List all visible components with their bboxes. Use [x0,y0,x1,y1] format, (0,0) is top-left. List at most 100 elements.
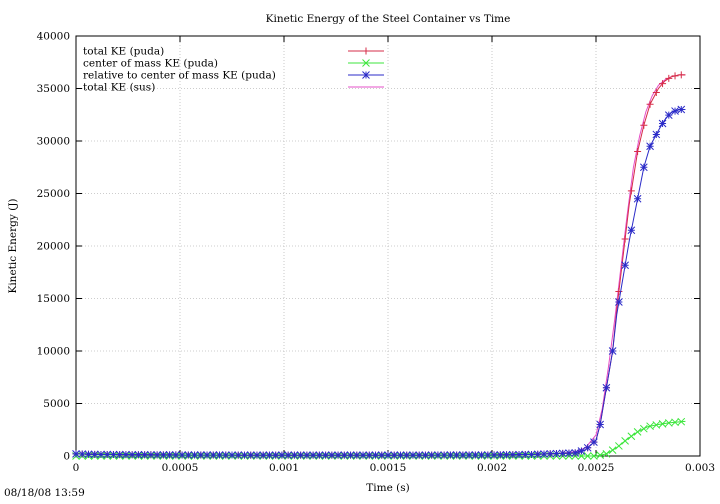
series-point [327,451,336,460]
series-point [147,450,155,459]
y-tick-label: 25000 [37,188,70,200]
legend-label: total KE (puda) [83,46,164,58]
series-point [346,451,355,460]
series-point [465,451,473,459]
series-point [646,422,654,431]
chart-title: Kinetic Energy of the Steel Container vs… [266,13,511,25]
series-point [352,451,361,460]
series-point [359,451,367,460]
series-point [452,451,461,459]
x-tick-label: 0.002 [477,462,507,474]
y-tick-label: 0 [63,451,70,463]
series-point [321,451,330,460]
series-point [677,105,686,114]
series-point [171,451,180,459]
series-point [440,451,449,459]
series-point [371,451,380,460]
series-point [508,450,517,459]
legend: total KE (puda)center of mass KE (puda)r… [83,46,384,94]
series-point [140,450,149,459]
series-point [533,450,542,459]
series-point [128,450,137,459]
series-point [421,451,430,459]
series-point [84,450,93,459]
series-point [602,383,611,392]
series-point [615,442,623,450]
series-layer [72,71,686,460]
series-point [633,427,642,436]
series-point [228,451,236,459]
legend-marker [362,71,370,79]
series-point [396,451,405,459]
series-point [315,451,324,460]
series-line [75,109,686,456]
series-point [459,451,467,459]
y-tick-label: 30000 [37,136,70,148]
series-point [265,451,274,459]
series-point [659,80,667,88]
series-point [215,451,224,459]
series-point [90,450,99,459]
legend-marker [362,47,370,55]
series-point [640,121,648,129]
series-point [658,420,667,428]
series-point [621,437,629,445]
series-point [571,448,580,457]
series-point [115,450,124,459]
series-point [634,148,642,155]
series-point [209,451,218,459]
series-point [671,107,679,115]
series-point [664,419,673,427]
series-point [627,432,636,441]
series-point [577,447,586,455]
grid-lines [76,36,700,456]
series-point [203,451,211,459]
axis-ticks: 0 5000 10000 15000 20000 25000 30000 35000 40000… [37,31,715,475]
series-point [196,451,205,459]
series-point [671,418,679,427]
y-tick-label: 35000 [37,83,70,95]
series-point [540,450,548,458]
series-point [259,451,268,459]
series-point [552,449,561,458]
series-point [665,74,673,82]
series-point [178,451,186,459]
series-point [602,450,611,458]
series-point [153,450,161,459]
series-point [527,450,536,459]
series-point [583,452,592,460]
series-line [75,74,686,456]
series-point [253,451,261,459]
series-point [590,438,598,446]
series-point [521,450,530,459]
series-point [340,451,349,460]
series-point [471,451,480,459]
series-point [652,130,661,139]
series-line [75,74,686,456]
series-point [402,451,411,459]
series-point [639,163,648,172]
series-point [583,443,592,452]
x-tick-label: 0.003 [685,462,715,474]
series-point [296,451,305,460]
series-point [608,446,617,454]
series-point [483,451,492,459]
series-point [190,451,199,459]
series-point [621,235,629,243]
y-tick-label: 5000 [43,398,70,410]
series-point [284,451,293,460]
series-point [677,417,686,426]
y-axis-label: Kinetic Energy (J) [7,198,19,293]
series-point [546,449,555,458]
series-point [78,450,87,458]
series-point [652,88,660,96]
series-point [427,451,436,459]
series-point [122,450,130,459]
series-point [658,119,667,128]
series-point [72,450,80,458]
series-point [246,451,255,459]
series-point [633,194,642,203]
series-point [109,450,118,459]
series-4 [75,74,686,456]
